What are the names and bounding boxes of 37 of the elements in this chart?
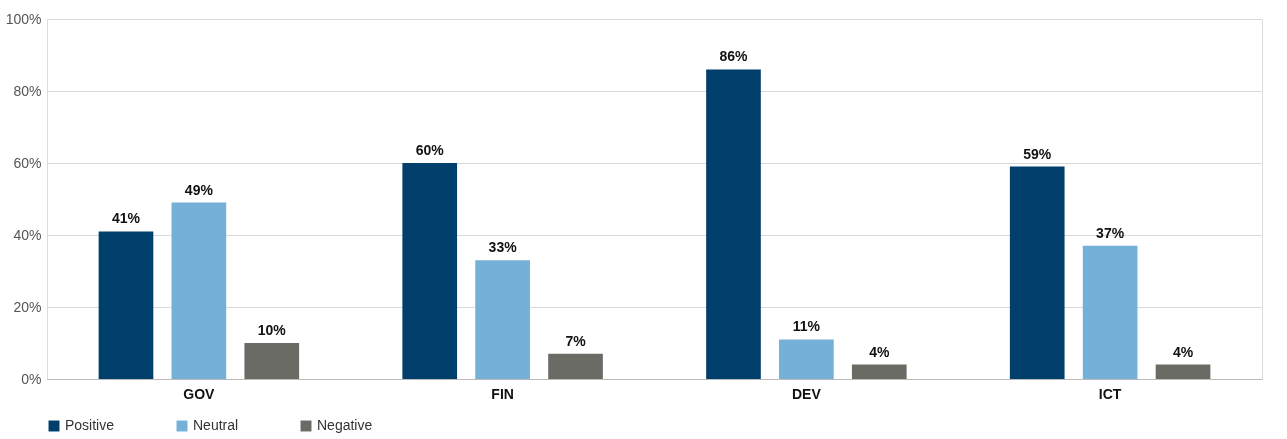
data-label: 59% [1023, 145, 1052, 162]
bar [244, 343, 300, 379]
data-label: 10% [257, 322, 287, 338]
data-label: 11% [792, 318, 821, 335]
y-tick-label: 100% [5, 10, 42, 27]
bar [171, 202, 227, 379]
x-tick-label: DEV [791, 385, 822, 402]
data-label: 4% [1172, 343, 1194, 360]
data-label: 33% [488, 239, 518, 256]
data-label: 4% [869, 343, 890, 360]
y-tick-label: 80% [13, 82, 42, 99]
y-tick-label: 0% [21, 370, 42, 387]
data-label: 86% [719, 48, 749, 65]
data-label: 41% [111, 210, 141, 227]
data-label: 60% [415, 142, 445, 158]
bar [1009, 166, 1065, 379]
bar [475, 260, 530, 379]
legend-label: Negative [317, 417, 373, 433]
bar [98, 231, 154, 379]
bar [779, 339, 834, 379]
bar [851, 364, 907, 379]
y-tick-label: 60% [13, 154, 42, 171]
x-tick-label: ICT [1098, 385, 1122, 402]
bar [706, 69, 761, 379]
bar [1082, 245, 1138, 379]
legend-label: Positive [65, 417, 115, 433]
bar [402, 163, 458, 379]
bar [1155, 364, 1211, 379]
data-label: 7% [565, 332, 587, 349]
legend-label: Neutral [193, 417, 239, 433]
y-tick-label: 40% [13, 226, 42, 243]
y-tick-label: 20% [13, 298, 42, 315]
x-tick-label: GOV [183, 385, 216, 402]
data-label: 49% [184, 181, 214, 198]
x-tick-label: FIN [491, 385, 514, 402]
bar [548, 353, 603, 379]
data-label: 37% [1096, 224, 1125, 241]
